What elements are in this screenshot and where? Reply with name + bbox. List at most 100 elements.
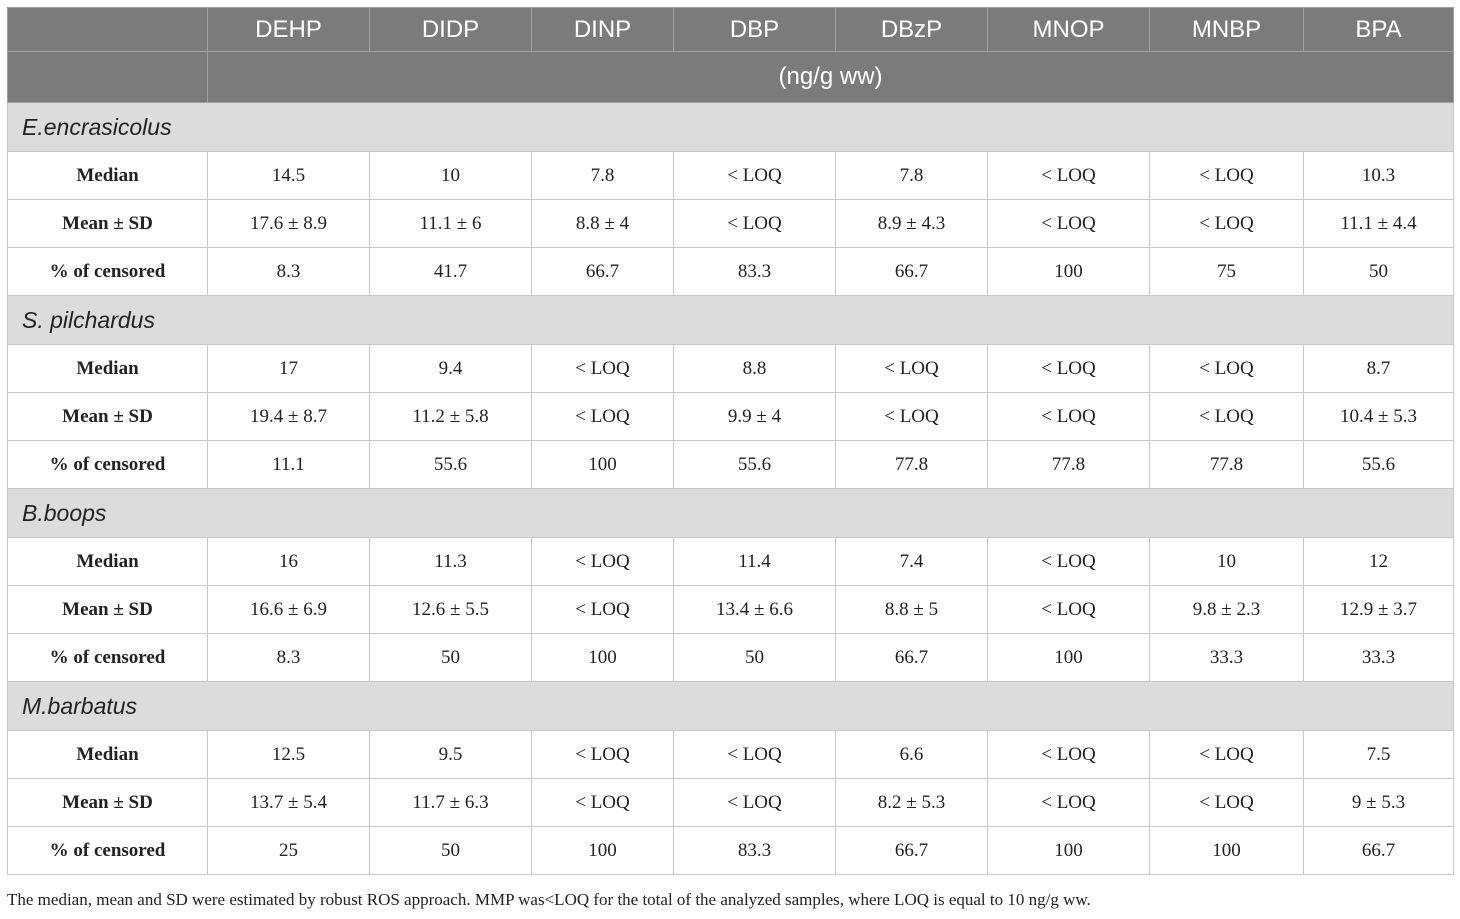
row-label: % of censored bbox=[7, 633, 208, 682]
unit-header-row: (ng/g ww) bbox=[7, 51, 1454, 103]
table-header: DEHP DIDP DINP DBP DBzP MNOP MNBP BPA (n… bbox=[7, 7, 1454, 103]
table-cell: 11.7 ± 6.3 bbox=[369, 778, 532, 827]
species-row: B.boops bbox=[7, 488, 1454, 538]
table-cell: 41.7 bbox=[369, 247, 532, 296]
table-cell: 66.7 bbox=[835, 826, 988, 875]
table-body: E.encrasicolus Median 14.5 10 7.8 < LOQ 7.8 < L… bbox=[7, 102, 1454, 875]
table-row: % of censored 11.1 55.6 100 55.6 77.8 77.8 77.8… bbox=[7, 440, 1454, 489]
table-cell: 100 bbox=[1149, 826, 1304, 875]
table-cell: < LOQ bbox=[987, 537, 1150, 586]
table-row: Median 17 9.4 < LOQ 8.8 < LOQ < LOQ < LOQ 8.7 bbox=[7, 344, 1454, 393]
column-header: DEHP bbox=[207, 7, 370, 52]
table-cell: 25 bbox=[207, 826, 370, 875]
table-cell: 8.7 bbox=[1303, 344, 1454, 393]
table-cell: < LOQ bbox=[531, 537, 674, 586]
table-cell: < LOQ bbox=[1149, 392, 1304, 441]
species-row: M.barbatus bbox=[7, 681, 1454, 731]
species-name: M.barbatus bbox=[7, 681, 1454, 731]
table-cell: 83.3 bbox=[673, 247, 836, 296]
table-cell: 50 bbox=[673, 633, 836, 682]
table-cell: 100 bbox=[987, 247, 1150, 296]
table-cell: < LOQ bbox=[987, 778, 1150, 827]
table-cell: < LOQ bbox=[673, 151, 836, 200]
row-label: % of censored bbox=[7, 440, 208, 489]
table-cell: 9.8 ± 2.3 bbox=[1149, 585, 1304, 634]
header-corner-cell bbox=[7, 51, 208, 103]
table-cell: < LOQ bbox=[673, 778, 836, 827]
table-cell: 8.9 ± 4.3 bbox=[835, 199, 988, 248]
table-cell: 100 bbox=[987, 826, 1150, 875]
table-row: % of censored 8.3 50 100 50 66.7 100 33.3 33.3 bbox=[7, 633, 1454, 682]
row-label: % of censored bbox=[7, 826, 208, 875]
table-cell: 75 bbox=[1149, 247, 1304, 296]
table-cell: 11.1 ± 6 bbox=[369, 199, 532, 248]
table-cell: 8.8 bbox=[673, 344, 836, 393]
table-cell: < LOQ bbox=[1149, 151, 1304, 200]
table-cell: 9 ± 5.3 bbox=[1303, 778, 1454, 827]
row-label: Mean ± SD bbox=[7, 778, 208, 827]
table-cell: 7.8 bbox=[531, 151, 674, 200]
table-cell: 13.4 ± 6.6 bbox=[673, 585, 836, 634]
table-row: Mean ± SD 17.6 ± 8.9 11.1 ± 6 8.8 ± 4 < LOQ 8… bbox=[7, 199, 1454, 248]
table-cell: 17.6 ± 8.9 bbox=[207, 199, 370, 248]
table-row: Mean ± SD 13.7 ± 5.4 11.7 ± 6.3 < LOQ < LOQ 8… bbox=[7, 778, 1454, 827]
table-cell: 9.9 ± 4 bbox=[673, 392, 836, 441]
species-name: B.boops bbox=[7, 488, 1454, 538]
table-cell: 9.5 bbox=[369, 730, 532, 779]
species-row: E.encrasicolus bbox=[7, 102, 1454, 152]
table-cell: 12.9 ± 3.7 bbox=[1303, 585, 1454, 634]
table-cell: 7.8 bbox=[835, 151, 988, 200]
table-cell: 100 bbox=[531, 826, 674, 875]
column-header: MNBP bbox=[1149, 7, 1304, 52]
table-cell: 33.3 bbox=[1303, 633, 1454, 682]
table-cell: < LOQ bbox=[1149, 730, 1304, 779]
table-cell: < LOQ bbox=[531, 392, 674, 441]
table-cell: 77.8 bbox=[1149, 440, 1304, 489]
table-row: Median 14.5 10 7.8 < LOQ 7.8 < LOQ < LOQ 10.3 bbox=[7, 151, 1454, 200]
table-cell: 9.4 bbox=[369, 344, 532, 393]
table-cell: 12 bbox=[1303, 537, 1454, 586]
table-cell: 8.8 ± 5 bbox=[835, 585, 988, 634]
row-label: Mean ± SD bbox=[7, 585, 208, 634]
table-cell: 14.5 bbox=[207, 151, 370, 200]
table-cell: 12.5 bbox=[207, 730, 370, 779]
table-cell: 7.4 bbox=[835, 537, 988, 586]
table-row: Mean ± SD 19.4 ± 8.7 11.2 ± 5.8 < LOQ 9.9 ± … bbox=[7, 392, 1454, 441]
column-header: DINP bbox=[531, 7, 674, 52]
table-row: Mean ± SD 16.6 ± 6.9 12.6 ± 5.5 < LOQ 13.4 ±… bbox=[7, 585, 1454, 634]
table-cell: < LOQ bbox=[1149, 344, 1304, 393]
table-cell: 83.3 bbox=[673, 826, 836, 875]
column-header-row: DEHP DIDP DINP DBP DBzP MNOP MNBP BPA bbox=[7, 7, 1454, 52]
header-corner-cell bbox=[7, 7, 208, 52]
table-cell: 8.8 ± 4 bbox=[531, 199, 674, 248]
table-cell: 50 bbox=[369, 826, 532, 875]
table-cell: 66.7 bbox=[531, 247, 674, 296]
table-cell: 7.5 bbox=[1303, 730, 1454, 779]
table-cell: 8.3 bbox=[207, 247, 370, 296]
species-name: S. pilchardus bbox=[7, 295, 1454, 345]
table-cell: 19.4 ± 8.7 bbox=[207, 392, 370, 441]
table-cell: < LOQ bbox=[987, 730, 1150, 779]
row-label: % of censored bbox=[7, 247, 208, 296]
species-row: S. pilchardus bbox=[7, 295, 1454, 345]
table-cell: 33.3 bbox=[1149, 633, 1304, 682]
table-cell: 10.4 ± 5.3 bbox=[1303, 392, 1454, 441]
row-label: Median bbox=[7, 730, 208, 779]
column-header: DIDP bbox=[369, 7, 532, 52]
table-cell: 66.7 bbox=[1303, 826, 1454, 875]
table-cell: < LOQ bbox=[531, 778, 674, 827]
table-cell: 55.6 bbox=[1303, 440, 1454, 489]
table-cell: 50 bbox=[369, 633, 532, 682]
data-table: DEHP DIDP DINP DBP DBzP MNOP MNBP BPA (n… bbox=[7, 7, 1454, 875]
table-cell: 55.6 bbox=[369, 440, 532, 489]
table-cell: < LOQ bbox=[673, 730, 836, 779]
column-header: DBP bbox=[673, 7, 836, 52]
table-cell: 10 bbox=[1149, 537, 1304, 586]
table-cell: 77.8 bbox=[987, 440, 1150, 489]
table-cell: < LOQ bbox=[987, 392, 1150, 441]
table-cell: < LOQ bbox=[835, 392, 988, 441]
row-label: Mean ± SD bbox=[7, 199, 208, 248]
table-cell: < LOQ bbox=[1149, 778, 1304, 827]
table-cell: 8.2 ± 5.3 bbox=[835, 778, 988, 827]
table-footnote: The median, mean and SD were estimated b… bbox=[7, 890, 1091, 909]
